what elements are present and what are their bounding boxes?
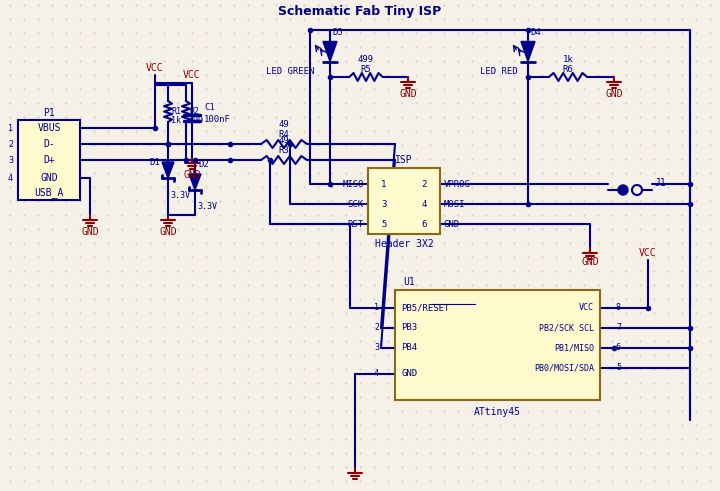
Text: ATtiny45: ATtiny45: [474, 407, 521, 417]
Text: PB1/MISO: PB1/MISO: [554, 344, 594, 353]
Text: R1: R1: [171, 107, 181, 115]
Text: 3.3V: 3.3V: [170, 191, 190, 199]
Text: R3: R3: [279, 145, 289, 155]
Text: D1: D1: [149, 158, 160, 166]
Text: USB_A: USB_A: [35, 188, 63, 198]
Text: 3: 3: [8, 156, 13, 164]
Text: MISO: MISO: [343, 180, 364, 189]
Text: 6: 6: [421, 219, 427, 228]
Text: R6: R6: [562, 64, 573, 74]
Text: 8: 8: [616, 303, 621, 312]
Text: 4: 4: [8, 173, 13, 183]
Text: 7: 7: [616, 324, 621, 332]
Text: 1k: 1k: [562, 55, 573, 63]
Text: D+: D+: [43, 155, 55, 165]
Text: LED RED: LED RED: [480, 66, 518, 76]
Text: D4: D4: [530, 27, 541, 36]
Bar: [395, 290, 600, 400]
Text: 6: 6: [616, 344, 621, 353]
Text: PB0/MOSI/SDA: PB0/MOSI/SDA: [534, 363, 594, 373]
Text: D5: D5: [332, 27, 343, 36]
Bar: [18, 120, 80, 200]
Text: U1: U1: [403, 277, 415, 287]
Text: GND: GND: [399, 89, 417, 99]
Text: PB3: PB3: [401, 324, 417, 332]
Text: 499: 499: [189, 115, 204, 125]
Polygon shape: [162, 162, 174, 178]
Text: 2: 2: [374, 324, 379, 332]
Text: PB4: PB4: [401, 344, 417, 353]
Text: GND: GND: [401, 370, 417, 379]
Text: C1: C1: [204, 103, 215, 111]
Text: GND: GND: [581, 257, 599, 267]
Text: ISP: ISP: [395, 155, 413, 165]
Text: PB2/SCK SCL: PB2/SCK SCL: [539, 324, 594, 332]
Text: R5: R5: [361, 64, 372, 74]
Polygon shape: [323, 42, 337, 61]
Text: 4: 4: [374, 370, 379, 379]
Text: 1k: 1k: [171, 115, 181, 125]
Text: VCC: VCC: [639, 248, 657, 258]
Text: 49: 49: [279, 136, 289, 144]
Text: R4: R4: [279, 130, 289, 138]
Text: 499: 499: [358, 55, 374, 63]
Text: LED GREEN: LED GREEN: [266, 66, 314, 76]
Text: GND: GND: [81, 227, 99, 237]
Text: J1: J1: [654, 178, 666, 188]
Text: VCC: VCC: [579, 303, 594, 312]
Text: Header 3X2: Header 3X2: [374, 239, 433, 249]
Text: VPROG: VPROG: [444, 180, 471, 189]
Text: VCC: VCC: [183, 70, 201, 80]
Circle shape: [618, 185, 628, 195]
Text: PB5/RESET: PB5/RESET: [401, 303, 449, 312]
Text: 3: 3: [382, 199, 387, 209]
Polygon shape: [521, 42, 535, 61]
Text: D2: D2: [198, 160, 209, 168]
Polygon shape: [189, 174, 201, 190]
Text: 100nF: 100nF: [204, 114, 231, 124]
Text: 49: 49: [279, 119, 289, 129]
Text: 1: 1: [374, 303, 379, 312]
Text: 4: 4: [421, 199, 427, 209]
Text: Schematic Fab Tiny ISP: Schematic Fab Tiny ISP: [279, 5, 441, 18]
Text: 1: 1: [382, 180, 387, 189]
Text: GND: GND: [183, 170, 201, 180]
Text: VCC: VCC: [146, 63, 164, 73]
Text: 5: 5: [616, 363, 621, 373]
Text: 1: 1: [8, 124, 13, 133]
Text: 2: 2: [421, 180, 427, 189]
Text: 2: 2: [8, 139, 13, 148]
Text: GND: GND: [40, 173, 58, 183]
Text: MOSI: MOSI: [444, 199, 466, 209]
Text: D-: D-: [43, 139, 55, 149]
Text: GND: GND: [159, 227, 177, 237]
Text: GND: GND: [606, 89, 623, 99]
Text: RST: RST: [348, 219, 364, 228]
Text: R2: R2: [189, 107, 199, 115]
Text: P1: P1: [43, 108, 55, 118]
Text: VBUS: VBUS: [37, 123, 60, 133]
Text: 5: 5: [382, 219, 387, 228]
Bar: [368, 168, 440, 234]
Text: GND: GND: [444, 219, 460, 228]
Text: 3: 3: [374, 344, 379, 353]
Text: SCK: SCK: [348, 199, 364, 209]
Text: 3.3V: 3.3V: [197, 201, 217, 211]
